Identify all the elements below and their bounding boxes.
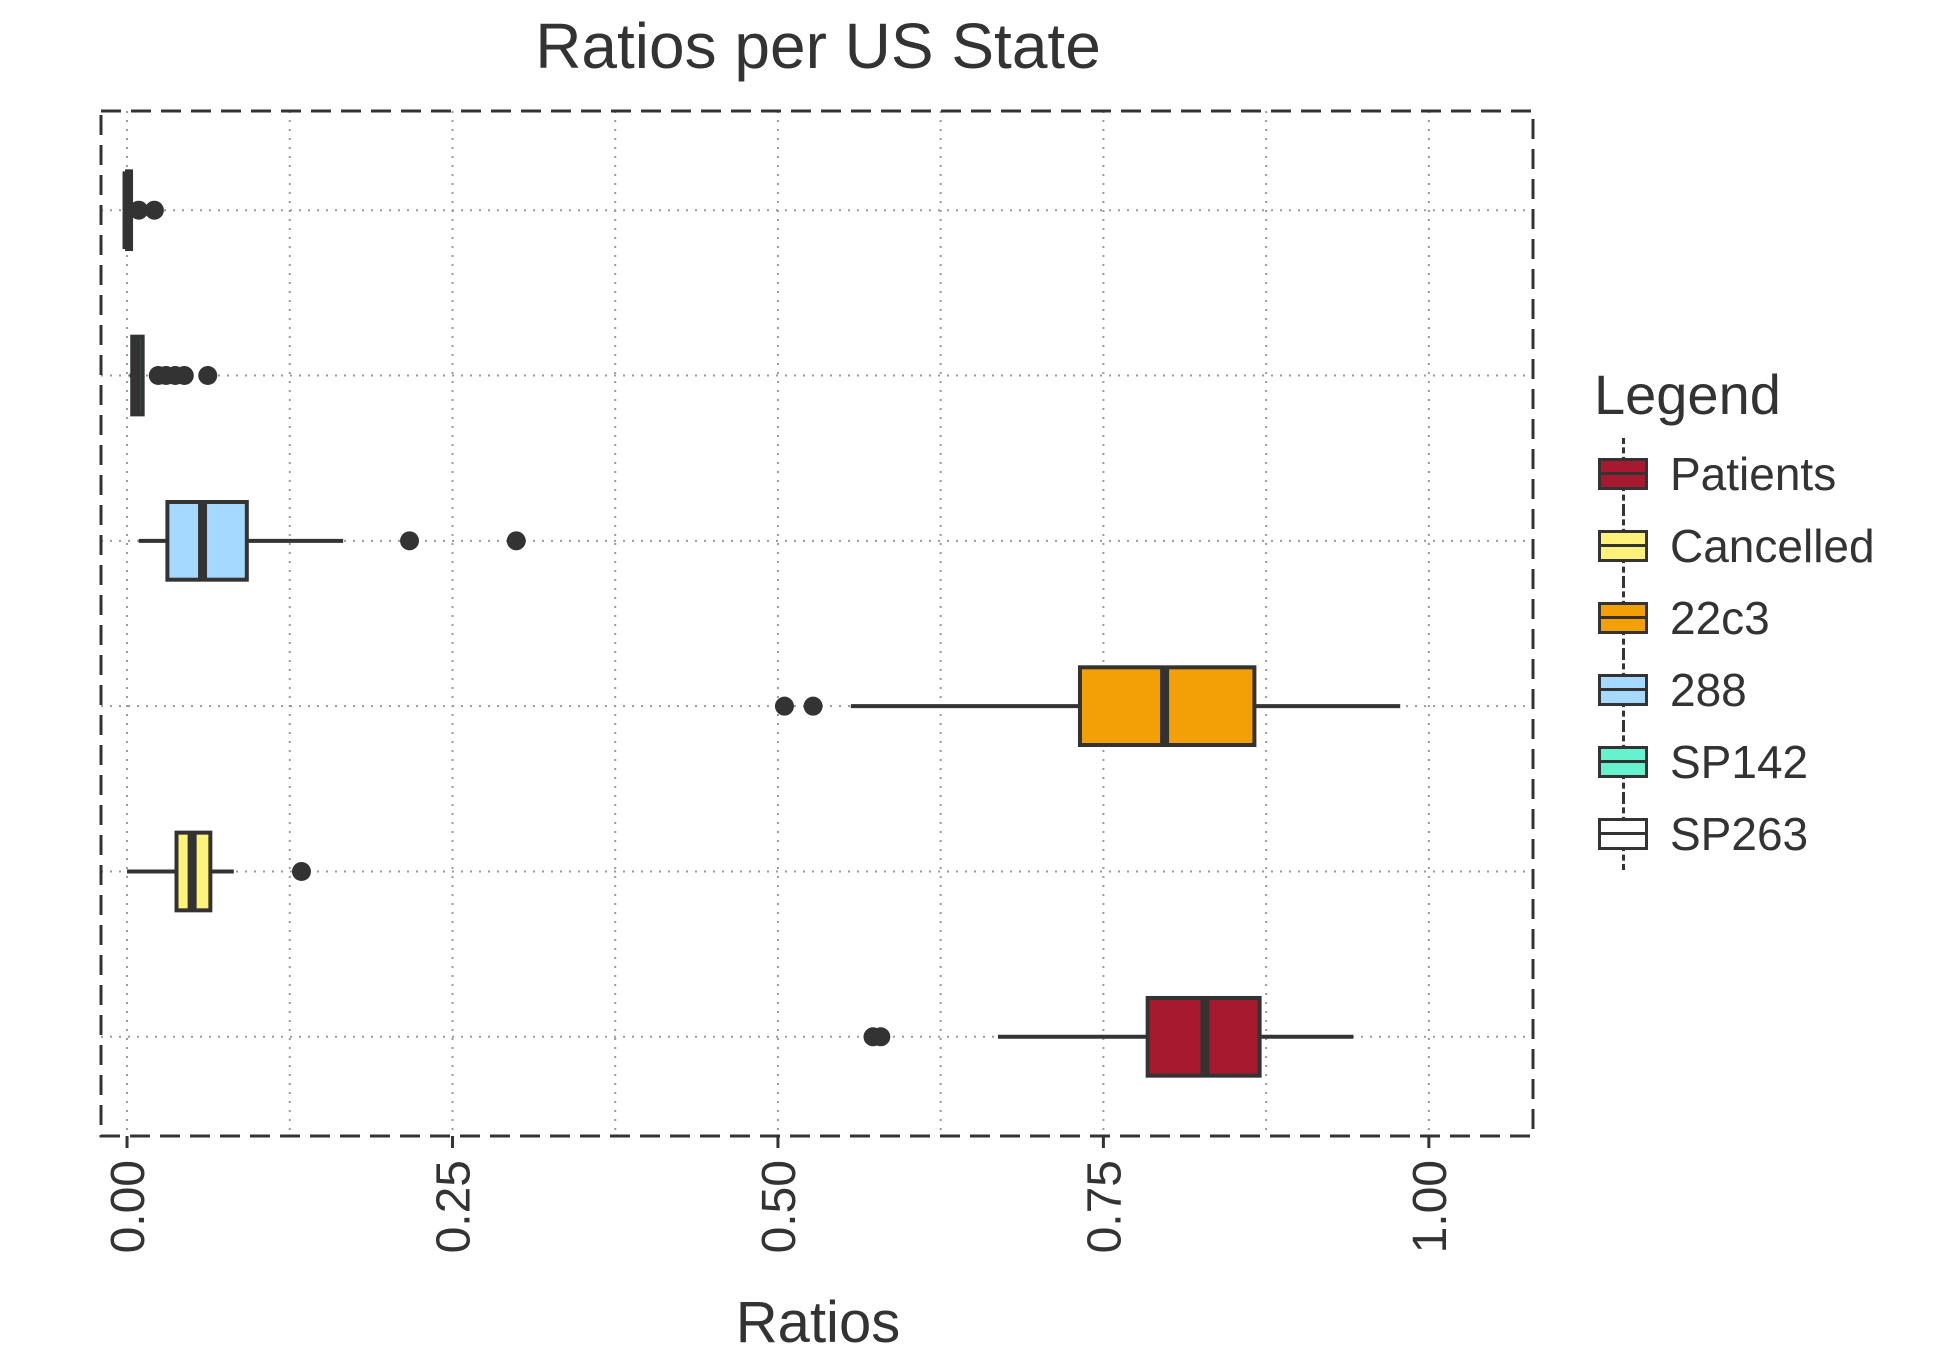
box-iqr xyxy=(165,499,249,582)
legend-item: Patients xyxy=(1588,438,1928,510)
legend-key-swatch xyxy=(1588,510,1658,582)
outlier-point xyxy=(174,366,194,386)
grid-lines xyxy=(101,111,1533,1136)
legend-label: SP142 xyxy=(1670,736,1809,788)
plot-panel-border xyxy=(99,109,1535,1138)
legend-label: SP263 xyxy=(1670,808,1809,860)
x-axis-label: Ratios xyxy=(736,1290,900,1349)
legend-title: Legend xyxy=(1594,363,1781,426)
legend-key-swatch xyxy=(1588,438,1658,510)
legend-item: SP263 xyxy=(1588,798,1928,870)
box-sp263 xyxy=(122,169,164,252)
outlier-point xyxy=(803,696,823,716)
legend-label: 288 xyxy=(1670,664,1747,716)
outlier-point xyxy=(871,1027,891,1047)
outlier-point xyxy=(506,531,526,551)
x-tick-label: 0.50 xyxy=(753,1160,806,1253)
box-cancelled xyxy=(127,830,311,913)
legend-key-swatch xyxy=(1588,726,1658,798)
legend-label: 22c3 xyxy=(1670,592,1770,644)
outlier-point xyxy=(291,861,311,881)
chart-title: Ratios per US State xyxy=(535,10,1101,82)
legend-item: 288 xyxy=(1588,654,1928,726)
legend-key-swatch xyxy=(1588,798,1658,870)
legend-item: SP142 xyxy=(1588,726,1928,798)
outlier-point xyxy=(774,696,794,716)
box-sp142 xyxy=(129,334,218,417)
legend: Legend Patients Cancelled 22c3 288 SP142 SP26… xyxy=(1588,362,1928,870)
outlier-point xyxy=(129,200,149,220)
outlier-point xyxy=(400,531,420,551)
x-tick-label: 1.00 xyxy=(1404,1160,1457,1253)
outlier-point xyxy=(144,200,164,220)
legend-key-swatch xyxy=(1588,654,1658,726)
legend-item: Cancelled xyxy=(1588,510,1928,582)
x-axis: 0.00 0.25 0.50 0.75 1.00 xyxy=(102,1136,1457,1253)
box-patients xyxy=(863,995,1354,1078)
legend-label: Patients xyxy=(1670,448,1837,500)
box-288 xyxy=(138,499,526,582)
x-tick-label: 0.25 xyxy=(427,1160,480,1253)
legend-item: 22c3 xyxy=(1588,582,1928,654)
x-tick-label: 0.00 xyxy=(102,1160,155,1253)
boxplot-series xyxy=(122,169,1401,1078)
outlier-point xyxy=(198,366,218,386)
legend-key-swatch xyxy=(1588,582,1658,654)
legend-label: Cancelled xyxy=(1670,520,1875,572)
x-tick-label: 0.75 xyxy=(1078,1160,1131,1253)
box-22c3 xyxy=(774,665,1401,748)
legend-items: Patients Cancelled 22c3 288 SP142 SP263 xyxy=(1588,438,1928,870)
